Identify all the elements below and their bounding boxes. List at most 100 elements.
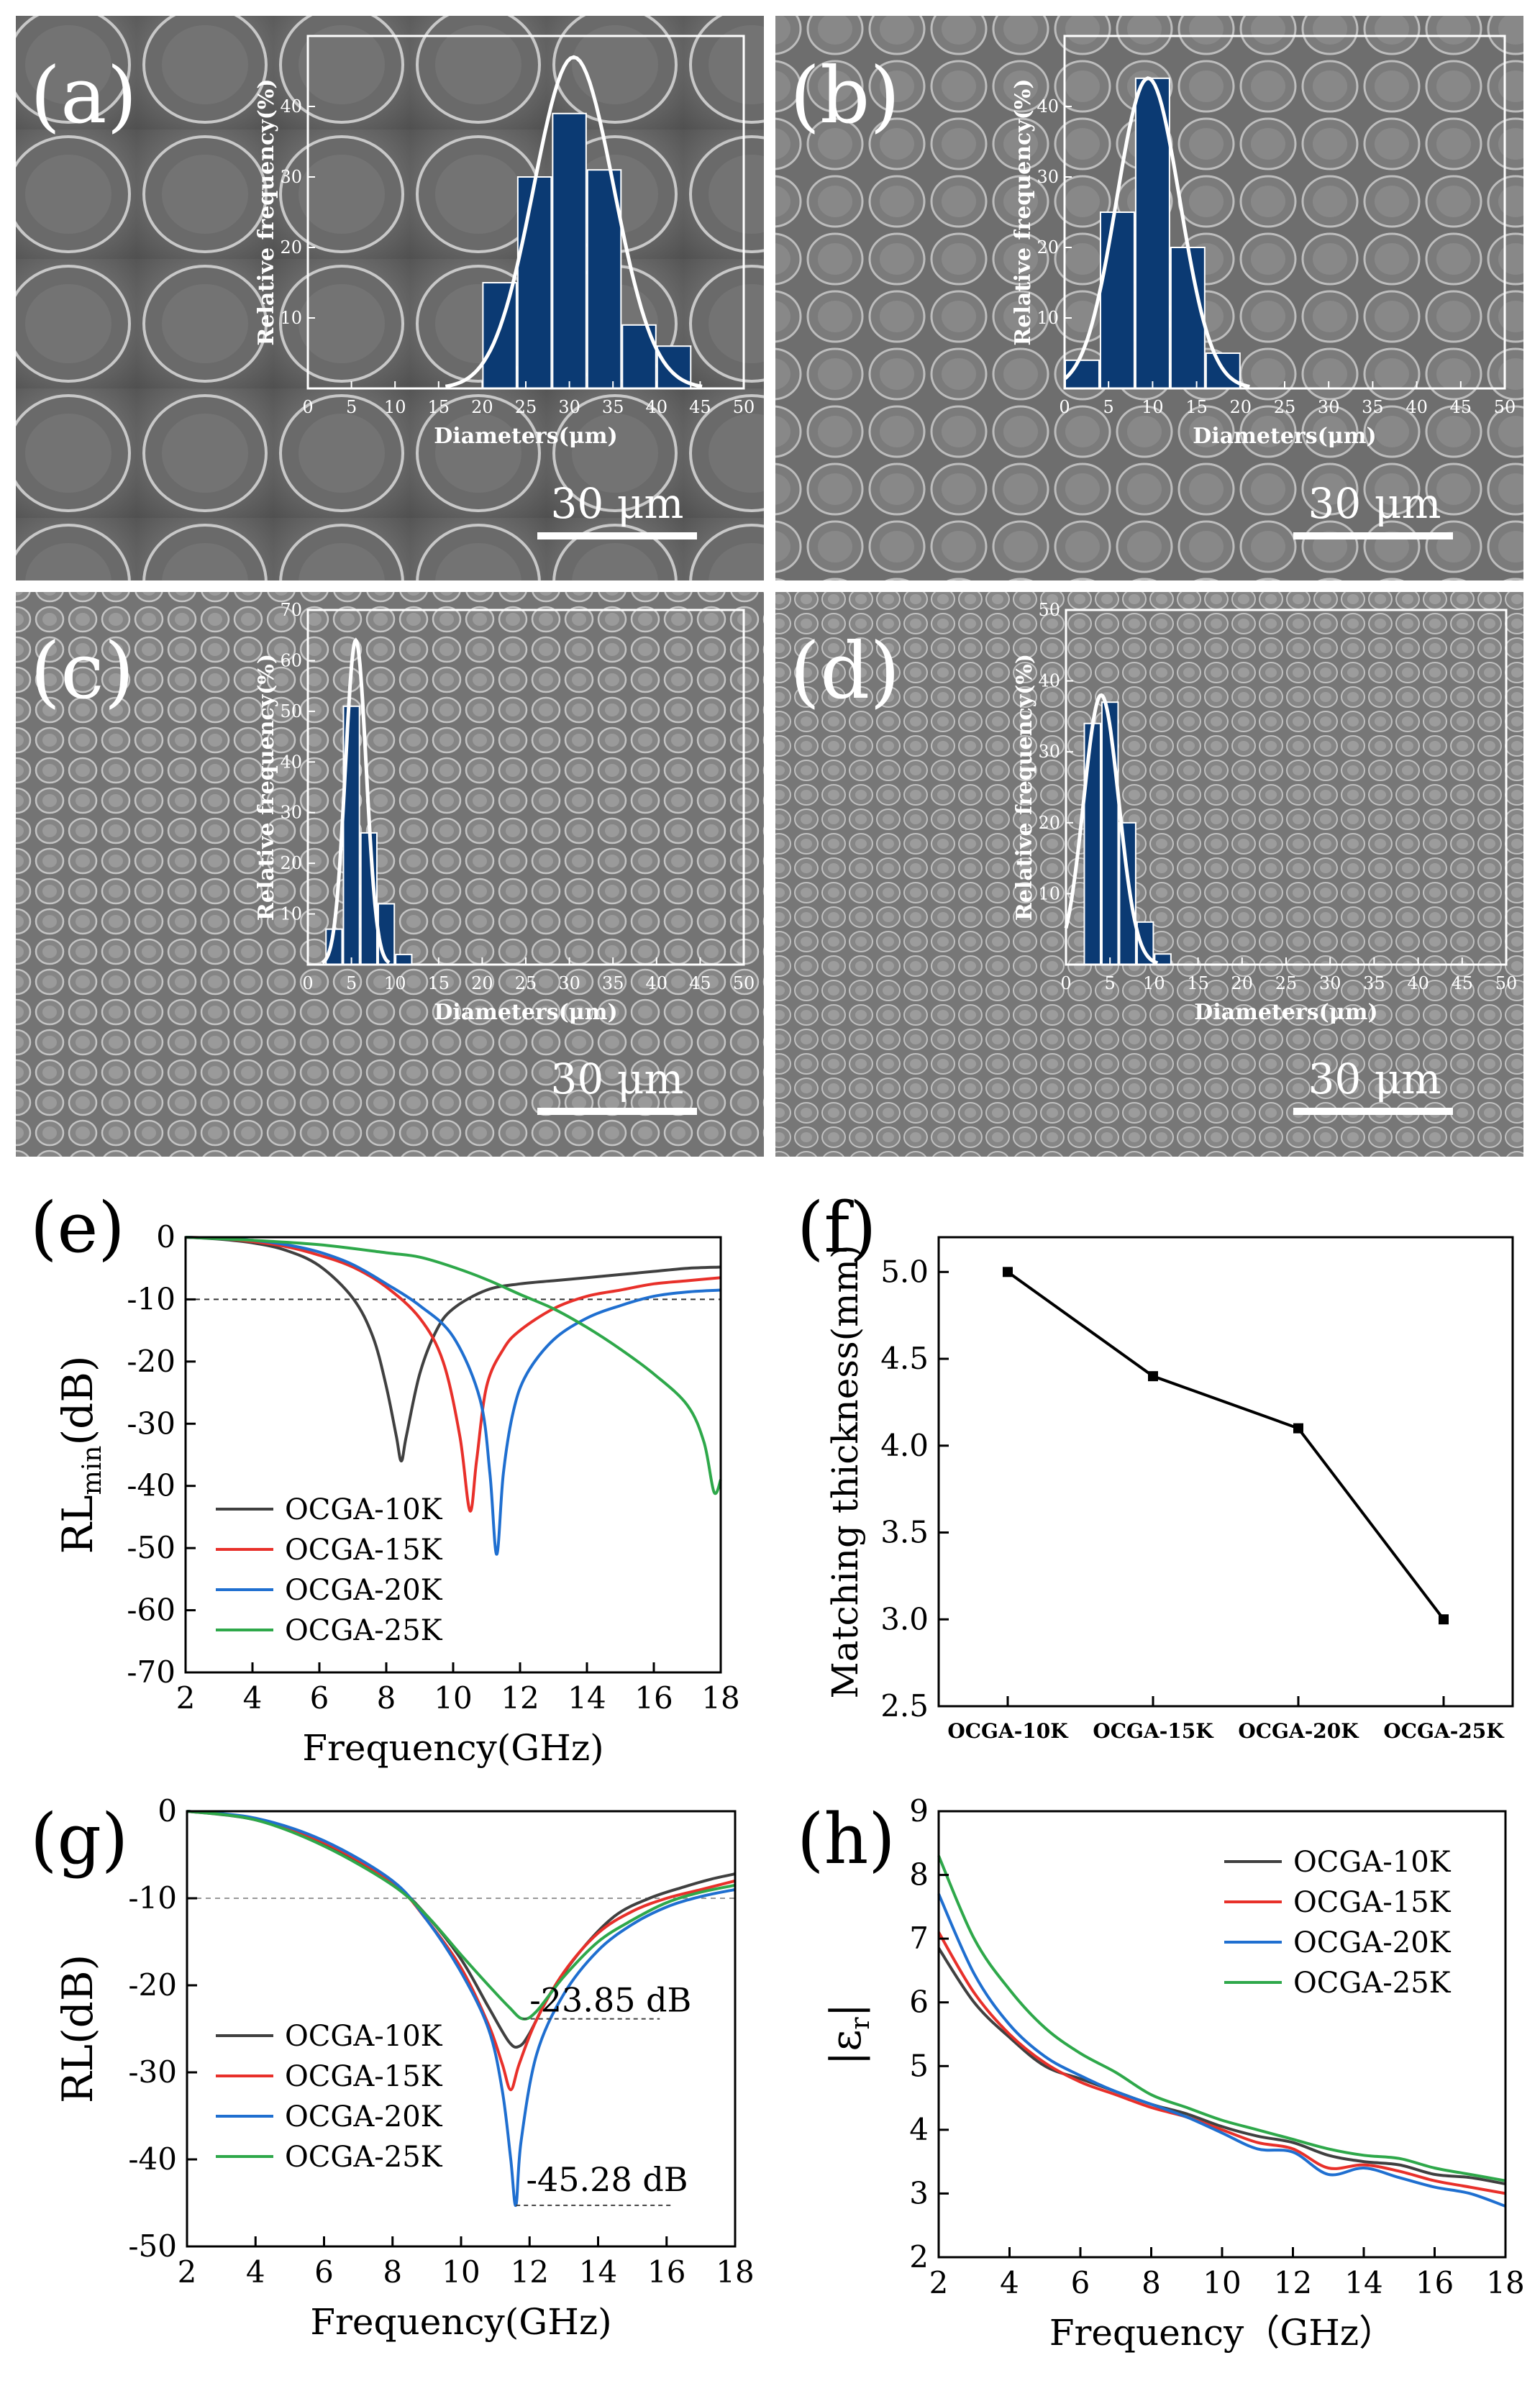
x-tick-label: 30 (1318, 397, 1340, 417)
y-tick-label: 30 (1038, 742, 1060, 762)
y-tick-label: -50 (128, 2228, 177, 2264)
x-tick-label: 2 (176, 1680, 196, 1716)
x-tick-label: 10 (1203, 2265, 1241, 2300)
x-tick-label: 5 (346, 397, 357, 417)
x-tick-label: 18 (701, 1680, 739, 1716)
legend-label: OCGA-10K (1293, 1846, 1452, 1879)
x-tick-label: 45 (689, 397, 711, 417)
gaussian-fit-curve (1064, 693, 1159, 965)
x-axis-label: Diameters(μm) (434, 1000, 617, 1025)
x-tick-label: 20 (471, 397, 493, 417)
x-tick-label: 20 (471, 973, 493, 993)
y-tick-label: 9 (909, 1793, 929, 1828)
scale-bar (1293, 532, 1453, 539)
y-axis-label: Relative frequency(%) (1012, 654, 1037, 921)
x-tick-label: 25 (515, 397, 537, 417)
histogram-bar (377, 903, 396, 965)
y-tick-label: 20 (1038, 813, 1060, 833)
x-tick-label: 16 (634, 1680, 673, 1716)
x-tick-label: 10 (434, 1680, 472, 1716)
y-label-tail: (dB) (53, 1355, 102, 1445)
scale-bar-label: 30 μm (551, 1055, 684, 1103)
series-line-ocga-10k (937, 1947, 1506, 2186)
sem-image-c (16, 592, 764, 1157)
sem-background (775, 592, 1523, 1157)
y-axis-label: |εr| (821, 2003, 875, 2065)
x-tick-label: 14 (1344, 2265, 1382, 2300)
gaussian-fit-curve (321, 637, 391, 965)
x-tick-label: 0 (1059, 397, 1070, 417)
x-tick-label: 35 (602, 973, 624, 993)
panel-label-e: (e) (30, 1188, 125, 1268)
y-tick-label: 3.5 (880, 1515, 929, 1550)
x-tick-label: 4 (1000, 2265, 1019, 2300)
y-tick-label: 6 (909, 1985, 929, 2020)
x-tick-label: 10 (1142, 397, 1164, 417)
x-tick-label: 12 (511, 2254, 549, 2290)
y-tick-label: 5.0 (880, 1254, 929, 1289)
x-tick-label: 8 (383, 2254, 402, 2290)
y-tick-label: 20 (280, 853, 302, 873)
x-tick-label: 14 (579, 2254, 617, 2290)
panel-label-g: (g) (30, 1799, 128, 1880)
x-tick-label: 40 (646, 397, 668, 417)
y-axis-label: Relative frequency(%) (254, 78, 279, 345)
y-tick-label: 40 (1038, 671, 1060, 691)
x-tick-label: 10 (384, 973, 406, 993)
x-tick-label: 25 (515, 973, 537, 993)
y-tick-label: 3.0 (880, 1601, 929, 1636)
legend-label: OCGA-25K (1293, 1967, 1452, 2000)
y-tick-label: 4.5 (880, 1341, 929, 1376)
series-line-ocga-20k (937, 1893, 1506, 2208)
y-label-base: RL (53, 1495, 102, 1554)
histogram-bar (1134, 77, 1170, 390)
y-tick-label: 30 (1036, 167, 1059, 187)
panel-label-a: (a) (30, 51, 137, 141)
legend-label: OCGA-15K (1293, 1886, 1452, 1919)
series-line-ocga-25k (185, 1236, 722, 1495)
histogram-bar (482, 282, 517, 389)
x-tick-label: 0 (1060, 973, 1071, 993)
line-plot-e: 2 4 6 8 10 12 14 16 18 0 -10 -20 -30 -40 -50 -60 -70 Freq… (53, 1219, 740, 1769)
x-tick-label: 35 (1362, 397, 1384, 417)
x-tick-label: 15 (1187, 973, 1209, 993)
x-tick-label: 20 (1231, 973, 1254, 993)
y-tick-label: 40 (280, 752, 302, 772)
x-tick-label: OCGA-10K (947, 1719, 1069, 1743)
y-tick-label: 5 (909, 2048, 929, 2083)
x-tick-label: 5 (1105, 973, 1116, 993)
y-tick-label: 4.0 (880, 1428, 929, 1463)
matching-thickness-line (1006, 1270, 1445, 1621)
y-tick-label: 20 (280, 237, 302, 258)
legend-label: OCGA-20K (1293, 1926, 1452, 1959)
y-label-sub: r (846, 2017, 875, 2030)
x-tick-label: 8 (377, 1680, 396, 1716)
x-tick-label: 4 (246, 2254, 265, 2290)
y-tick-label: 2 (909, 2239, 929, 2274)
y-tick-label: 7 (909, 1921, 929, 1956)
legend-label: OCGA-10K (285, 1493, 443, 1526)
histogram-bar (516, 176, 552, 389)
y-axis-label: Matching thickness(mm) (824, 1245, 866, 1699)
scale-bar-label: 30 μm (551, 479, 684, 528)
x-tick-label: 25 (1274, 397, 1296, 417)
histogram-inset-d: 0 5 10 15 20 25 30 35 40 45 50 10 20 30 40 50 Diameters(… (1012, 600, 1517, 1115)
y-tick-label: -60 (127, 1593, 176, 1628)
gaussian-fit-curve (1063, 76, 1250, 388)
scale-bar (537, 1108, 697, 1115)
y-tick-label: -30 (127, 1406, 176, 1441)
y-tick-label: 20 (1036, 237, 1059, 258)
line-plot-h: 2 4 6 8 10 12 14 16 18 2 3 4 5 6 7 8 9 Frequency（GHz） OCGA… (821, 1793, 1525, 2354)
data-point (1293, 1423, 1303, 1434)
x-axis-label: Frequency(GHz) (310, 2301, 611, 2343)
x-tick-label: 4 (243, 1680, 263, 1716)
x-tick-label: 2 (929, 2265, 949, 2300)
x-tick-label: OCGA-25K (1383, 1719, 1505, 1743)
x-tick-label: 40 (1407, 973, 1429, 993)
series-line-ocga-15k (937, 1931, 1506, 2195)
x-tick-label: 15 (1185, 397, 1208, 417)
y-tick-label: 8 (909, 1857, 929, 1893)
x-tick-label: 18 (716, 2254, 754, 2290)
x-tick-label: 10 (384, 397, 406, 417)
y-tick-label: 70 (280, 600, 302, 620)
